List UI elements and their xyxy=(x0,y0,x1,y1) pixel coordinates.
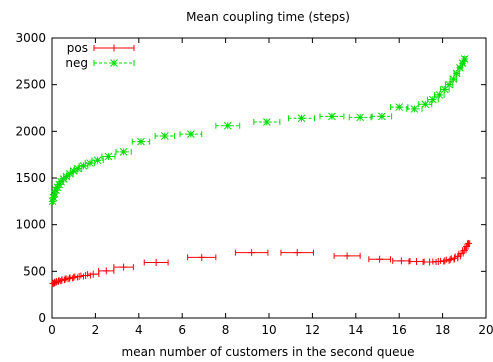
pos-point xyxy=(441,257,449,265)
pos-point xyxy=(89,270,97,278)
neg-point xyxy=(86,159,94,167)
pos-point xyxy=(376,255,384,263)
neg-point xyxy=(53,183,62,192)
axis-ticks: 0 2 4 6 8 10 12 14 16 18 20 0 500 1000 1500 2000 2500 300… xyxy=(15,31,493,337)
x-tick-label: 14 xyxy=(348,323,363,337)
pos-point xyxy=(61,275,69,283)
pos-point xyxy=(460,246,468,254)
pos-point xyxy=(120,263,128,271)
pos-point xyxy=(58,276,66,284)
neg-point xyxy=(410,105,419,113)
pos-point xyxy=(82,272,90,280)
pos-point xyxy=(465,239,473,247)
pos-point xyxy=(75,272,83,280)
neg-point xyxy=(48,197,57,206)
neg-point xyxy=(452,69,461,78)
neg-point xyxy=(55,180,64,189)
y-tick-label: 3000 xyxy=(15,31,46,45)
legend-label-neg: neg xyxy=(65,56,88,70)
x-tick-label: 18 xyxy=(435,323,450,337)
legend-label-pos: pos xyxy=(67,41,88,55)
neg-point xyxy=(137,137,145,146)
neg-point xyxy=(160,132,169,140)
x-tick-label: 20 xyxy=(478,323,493,337)
neg-point xyxy=(449,75,458,83)
y-tick-label: 1000 xyxy=(15,218,46,232)
neg-point xyxy=(93,156,102,165)
x-tick-label: 6 xyxy=(178,323,186,337)
neg-point xyxy=(377,112,386,121)
neg-point xyxy=(328,112,336,121)
pos-point xyxy=(343,252,351,260)
neg-point xyxy=(395,103,404,111)
pos-point xyxy=(434,258,442,266)
pos-point xyxy=(446,256,454,264)
x-axis-label: mean number of customers in the second q… xyxy=(122,345,415,359)
neg-point xyxy=(458,59,467,68)
neg-point xyxy=(187,130,195,138)
y-tick-label: 1500 xyxy=(15,171,46,185)
neg-point xyxy=(79,162,88,170)
pos-point xyxy=(248,249,256,257)
neg-point xyxy=(119,148,128,156)
pos-point xyxy=(451,254,459,262)
neg-point xyxy=(445,80,453,89)
neg-point xyxy=(74,164,82,173)
pos-point xyxy=(198,253,206,261)
plot-border xyxy=(51,37,487,319)
neg-point xyxy=(66,169,74,178)
neg-point xyxy=(456,64,464,72)
y-tick-label: 2000 xyxy=(15,124,46,138)
neg-point xyxy=(297,114,306,123)
neg-point xyxy=(356,113,364,122)
neg-point xyxy=(440,85,449,94)
x-tick-label: 4 xyxy=(135,323,143,337)
chart-title: Mean coupling time (steps) xyxy=(186,10,350,24)
pos-point xyxy=(413,258,421,266)
neg-point xyxy=(52,186,60,194)
x-tick-label: 0 xyxy=(48,323,56,337)
legend-marker-neg xyxy=(110,59,118,67)
x-tick-label: 16 xyxy=(392,323,407,337)
pos-point xyxy=(49,279,57,287)
pos-point xyxy=(51,279,59,287)
neg-point xyxy=(223,121,232,130)
error-bars xyxy=(51,56,471,287)
neg-point xyxy=(460,55,469,63)
neg-point xyxy=(421,100,430,109)
y-tick-label: 0 xyxy=(38,311,46,325)
neg-point xyxy=(262,118,271,126)
y-tick-label: 500 xyxy=(23,264,46,278)
x-tick-label: 10 xyxy=(261,323,276,337)
neg-point xyxy=(50,190,59,198)
plot-area xyxy=(51,37,487,319)
x-tick-label: 2 xyxy=(92,323,100,337)
neg-point xyxy=(435,91,444,99)
pos-point xyxy=(293,249,301,257)
pos-point xyxy=(102,267,110,275)
pos-point xyxy=(397,257,405,265)
pos-point xyxy=(457,250,465,258)
pos-point xyxy=(65,274,73,282)
data-markers xyxy=(48,55,473,287)
neg-point xyxy=(104,152,113,161)
pos-point xyxy=(55,277,63,285)
x-tick-label: 8 xyxy=(222,323,230,337)
neg-point xyxy=(69,167,78,175)
x-tick-label: 12 xyxy=(305,323,320,337)
pos-point xyxy=(152,258,160,266)
legend-marker-pos xyxy=(110,44,118,52)
neg-point xyxy=(49,193,58,202)
pos-point xyxy=(426,258,434,266)
y-tick-label: 2500 xyxy=(15,78,46,92)
pos-point xyxy=(70,273,78,281)
neg-point xyxy=(428,95,437,104)
